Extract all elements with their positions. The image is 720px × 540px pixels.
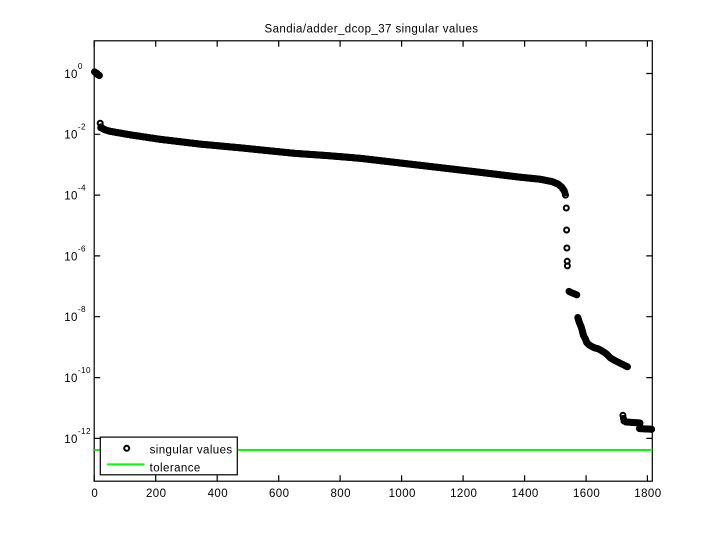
svg-text:1200: 1200 bbox=[450, 488, 477, 500]
svg-text:1400: 1400 bbox=[511, 488, 538, 500]
svg-text:200: 200 bbox=[146, 488, 166, 500]
svg-text:singular values: singular values bbox=[150, 444, 233, 456]
svg-text:800: 800 bbox=[330, 488, 350, 500]
svg-text:600: 600 bbox=[269, 488, 289, 500]
svg-text:1800: 1800 bbox=[634, 488, 661, 500]
svg-text:400: 400 bbox=[208, 488, 228, 500]
svg-text:1600: 1600 bbox=[573, 488, 600, 500]
svg-text:1000: 1000 bbox=[389, 488, 416, 500]
svg-text:0: 0 bbox=[91, 488, 98, 500]
svg-text:tolerance: tolerance bbox=[150, 462, 201, 474]
svg-text:Sandia/adder_dcop_37 singular: Sandia/adder_dcop_37 singular values bbox=[265, 23, 479, 35]
